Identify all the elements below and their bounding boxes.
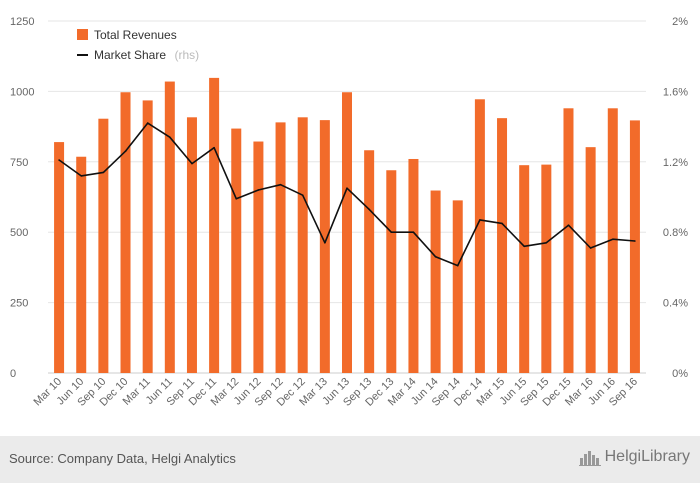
revenue-bar — [297, 117, 308, 374]
market-share-point — [634, 240, 636, 242]
market-share-point — [146, 122, 149, 124]
market-share-point — [589, 247, 592, 249]
revenue-bar — [452, 200, 463, 373]
right-tick-label: 1.2% — [663, 157, 688, 169]
market-share-point — [191, 162, 193, 165]
revenue-bar — [253, 141, 264, 373]
revenue-bar — [386, 170, 397, 373]
right-tick-label: 0.4% — [663, 298, 688, 310]
legend-label-revenues: Total Revenues — [94, 28, 177, 42]
market-share-point — [324, 241, 326, 244]
market-share-point — [545, 241, 548, 244]
brand-logo: HelgiLibrary — [578, 448, 690, 466]
market-share-line — [58, 122, 636, 267]
legend-label-market-share: Market Share — [94, 48, 166, 62]
revenue-bar — [408, 158, 419, 373]
legend-swatch-revenues — [77, 29, 88, 40]
market-share-point — [479, 219, 481, 221]
market-share-point — [124, 150, 127, 153]
left-tick-label: 0 — [10, 368, 16, 380]
right-tick-label: 1.6% — [663, 86, 688, 98]
market-share-point — [501, 222, 503, 225]
brand-name: HelgiLibrary — [604, 448, 690, 465]
revenue-bar — [142, 100, 153, 374]
market-share-point — [102, 171, 105, 174]
market-share-point — [456, 264, 459, 267]
market-share-point — [346, 187, 348, 189]
revenue-bar — [497, 118, 508, 373]
market-share-point — [390, 231, 393, 233]
revenue-bar — [430, 190, 441, 373]
market-share-point — [235, 197, 238, 200]
legend: Total Revenues Market Share (rhs) — [77, 28, 199, 63]
revenue-bars — [54, 77, 640, 374]
revenue-bar — [342, 92, 352, 373]
market-share-point — [301, 194, 304, 197]
library-icon — [578, 451, 601, 466]
market-share-point — [611, 238, 614, 241]
left-tick-label: 250 — [10, 298, 28, 310]
revenue-bar — [319, 120, 330, 373]
revenue-bar — [76, 156, 87, 373]
right-tick-label: 2% — [672, 16, 688, 28]
footer-bar: Source: Company Data, Helgi Analytics He… — [0, 436, 700, 483]
source-note: Source: Company Data, Helgi Analytics — [9, 451, 236, 466]
legend-suffix-rhs: (rhs) — [174, 48, 199, 62]
revenue-bar — [209, 77, 220, 373]
right-tick-label: 0.8% — [663, 227, 688, 239]
market-share-point — [279, 183, 282, 186]
revenue-bar — [164, 81, 175, 373]
revenue-bar — [275, 122, 286, 373]
right-tick-label: 0% — [672, 368, 688, 380]
market-share-point — [213, 146, 215, 149]
market-share-point — [567, 224, 570, 226]
revenue-bar — [519, 165, 530, 373]
market-share-point — [58, 159, 60, 161]
revenue-bar — [364, 150, 375, 373]
right-axis-ticks: 0% 0.4% 0.8% 1.2% 1.6% 2% — [663, 16, 688, 380]
market-share-point — [368, 208, 370, 211]
revenue-bar — [231, 128, 242, 373]
revenue-bar — [607, 108, 618, 374]
revenue-bar — [186, 117, 197, 374]
market-share-point — [523, 245, 525, 248]
revenue-bar — [585, 147, 596, 373]
market-share-point — [80, 175, 83, 177]
legend-entry-market-share: Market Share (rhs) — [94, 46, 199, 63]
revenue-bar — [98, 118, 109, 373]
left-tick-label: 1250 — [10, 16, 34, 28]
revenue-bar — [629, 120, 640, 373]
revenue-bar — [541, 164, 552, 373]
market-share-point — [412, 231, 415, 233]
left-axis-ticks: 0 250 500 750 1000 1250 — [10, 16, 34, 380]
market-share-point — [169, 136, 171, 138]
market-share-point — [257, 189, 260, 191]
revenue-bar — [474, 99, 485, 374]
revenue-bar — [54, 142, 65, 373]
left-tick-label: 500 — [10, 227, 28, 239]
revenue-bar — [120, 92, 131, 373]
market-share-point — [434, 256, 437, 258]
left-tick-label: 750 — [10, 157, 28, 169]
revenue-bar — [563, 108, 574, 374]
left-tick-label: 1000 — [10, 86, 34, 98]
